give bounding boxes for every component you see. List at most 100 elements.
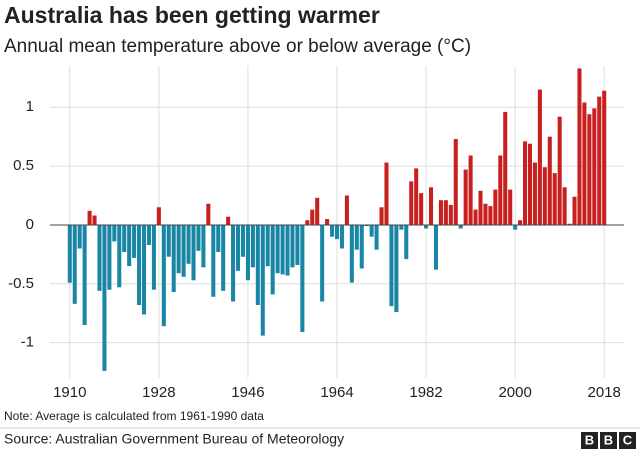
y-tick-label: -0.5: [8, 275, 34, 292]
bar: [557, 116, 562, 225]
bar: [67, 224, 72, 283]
source: Source: Australian Government Bureau of …: [4, 431, 344, 447]
bar: [577, 68, 582, 225]
bar: [206, 203, 211, 225]
bar: [552, 173, 557, 225]
bar: [141, 224, 147, 315]
bar: [186, 224, 191, 264]
bar: [151, 224, 156, 290]
bar: [87, 210, 92, 225]
logo-letter: B: [604, 432, 613, 447]
bar: [493, 189, 498, 225]
y-tick-label: 0: [26, 216, 34, 233]
bar: [211, 224, 216, 297]
note: Note: Average is calculated from 1961-19…: [4, 409, 264, 423]
x-tick-label: 1946: [231, 384, 264, 401]
bar: [196, 224, 201, 251]
bar: [409, 181, 414, 225]
bar: [508, 189, 513, 225]
bar: [478, 190, 483, 225]
bar: [562, 187, 567, 225]
bar: [364, 224, 369, 227]
bar: [137, 224, 142, 306]
bar: [280, 224, 285, 275]
bar: [448, 204, 453, 225]
y-tick-label: 1: [26, 98, 34, 115]
bar: [216, 224, 221, 253]
bar: [369, 224, 374, 237]
logo-letter: B: [585, 432, 594, 447]
bar: [132, 224, 137, 258]
x-tick-label: 1910: [53, 384, 86, 401]
bar: [275, 224, 280, 274]
bar: [523, 141, 528, 225]
bar: [384, 162, 389, 225]
bar: [270, 224, 275, 295]
bar: [354, 224, 359, 250]
bar: [463, 169, 468, 225]
bar: [161, 224, 166, 327]
bar: [404, 224, 409, 260]
bar: [532, 162, 537, 225]
bar: [265, 224, 270, 267]
bar: [92, 215, 97, 225]
logo-letter: C: [623, 432, 633, 447]
logo-box: [581, 432, 598, 449]
bar: [250, 224, 255, 268]
bar: [240, 224, 246, 257]
logo-box: [619, 432, 636, 449]
bar: [433, 224, 438, 270]
bar: [389, 224, 394, 307]
bar: [527, 143, 533, 225]
bar: [458, 224, 463, 229]
bar: [82, 224, 87, 326]
bar: [567, 223, 572, 225]
bar: [255, 224, 260, 306]
bar: [602, 90, 607, 225]
bar: [394, 224, 399, 313]
bar: [374, 224, 379, 250]
bar: [171, 224, 176, 293]
bar: [592, 108, 597, 225]
bar: [399, 224, 404, 230]
bar: [597, 96, 602, 225]
bar: [290, 224, 295, 268]
y-tick-label: -1: [21, 334, 34, 351]
bar: [443, 200, 448, 225]
bar: [102, 224, 107, 371]
bar: [438, 200, 443, 225]
bar: [122, 224, 127, 253]
bar: [300, 224, 305, 333]
bar: [226, 216, 231, 225]
bar: [146, 224, 151, 245]
bar: [127, 224, 132, 267]
bar: [542, 167, 547, 225]
bar: [245, 224, 250, 281]
bar: [498, 155, 503, 225]
bar: [72, 224, 77, 304]
bar: [236, 224, 241, 271]
bar: [305, 220, 310, 225]
bar: [344, 195, 349, 225]
bar: [201, 224, 206, 268]
bar: [285, 224, 290, 276]
y-tick-label: 0.5: [13, 157, 34, 174]
bar: [315, 197, 320, 225]
bar: [572, 196, 577, 225]
bar: [310, 209, 315, 225]
bar: [453, 138, 458, 225]
bar: [424, 224, 429, 229]
bar: [379, 207, 384, 225]
x-tick-label: 2018: [588, 384, 621, 401]
bar: [428, 187, 434, 225]
bar: [231, 224, 236, 302]
bar: [166, 224, 171, 257]
x-tick-label: 1982: [409, 384, 442, 401]
bar: [156, 207, 161, 225]
bar: [107, 224, 112, 290]
bar: [117, 224, 122, 288]
bar: [582, 102, 587, 225]
bar: [503, 111, 508, 225]
bar: [414, 168, 419, 225]
bar: [77, 224, 82, 249]
